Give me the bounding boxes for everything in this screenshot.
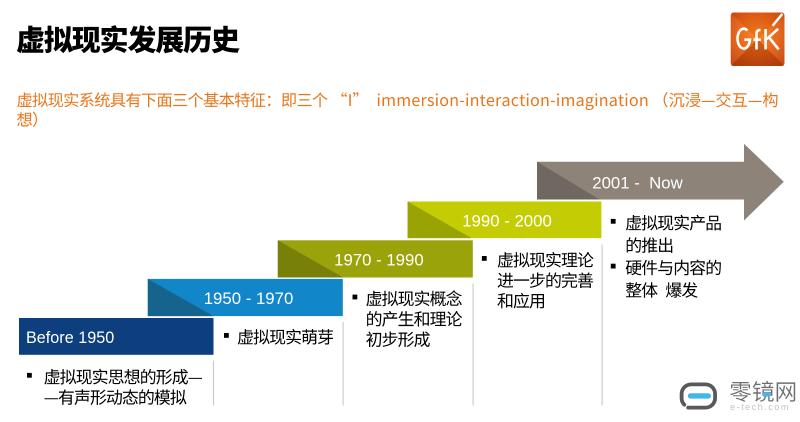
svg-text:Before 1950: Before 1950 xyxy=(26,329,114,347)
svg-text:1970 - 1990: 1970 - 1990 xyxy=(334,251,424,270)
svg-text:1990 - 2000: 1990 - 2000 xyxy=(462,212,552,231)
svg-text:e-tech.com: e-tech.com xyxy=(730,402,790,412)
svg-text:2001 - Now: 2001 - Now xyxy=(592,174,683,193)
svg-text:1950 - 1970: 1950 - 1970 xyxy=(204,289,294,308)
